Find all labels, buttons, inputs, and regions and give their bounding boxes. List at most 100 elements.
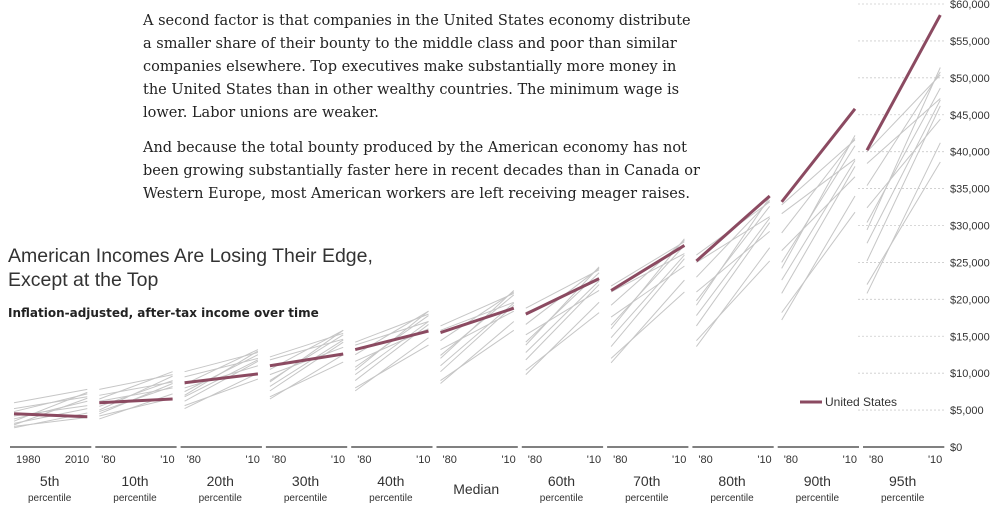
- x-tick-label: '80: [869, 454, 883, 466]
- x-tick-label: '80: [357, 454, 371, 466]
- other-country-line: [610, 291, 685, 359]
- other-country-line: [13, 397, 88, 426]
- other-country-line: [525, 280, 600, 353]
- x-tick-label: '80: [187, 454, 201, 466]
- other-country-line: [525, 284, 600, 361]
- other-country-line: [99, 397, 173, 417]
- other-country-line: [781, 176, 856, 251]
- panel-sublabel: percentile: [199, 493, 243, 504]
- other-country-line: [781, 160, 856, 281]
- us-line: [440, 306, 515, 334]
- article-text: A second factor is that companies in the…: [143, 10, 703, 218]
- other-country-line: [99, 387, 173, 402]
- us-line: [184, 372, 259, 385]
- other-country-line: [440, 310, 515, 350]
- chart-title-line-1: American Incomes Are Losing Their Edge,: [8, 245, 373, 267]
- legend: United States: [800, 395, 897, 409]
- other-country-line: [525, 312, 600, 371]
- panel-label: 90th: [804, 473, 831, 489]
- article-paragraph-1: A second factor is that companies in the…: [143, 13, 691, 121]
- other-country-line: [184, 350, 259, 396]
- other-country-line: [610, 265, 685, 318]
- other-country-line: [440, 329, 515, 381]
- x-tick-label: '80: [272, 454, 286, 466]
- other-country-line: [696, 205, 771, 302]
- other-country-line: [269, 338, 344, 361]
- panel-label: 70th: [633, 473, 660, 489]
- other-country-line: [354, 321, 429, 376]
- panel-70th: '80 '10 70th percentile: [607, 238, 689, 504]
- x-tick-label: '10: [160, 454, 174, 466]
- other-country-line: [269, 329, 344, 383]
- y-tick-label: $5,000: [950, 405, 984, 417]
- other-country-line: [13, 396, 88, 410]
- x-tick-label: '10: [331, 454, 345, 466]
- chart-subtitle: Inflation-adjusted, after-tax income ove…: [8, 306, 319, 320]
- other-country-line: [13, 416, 88, 427]
- other-country-line: [525, 266, 600, 346]
- x-tick-label: 1980: [16, 454, 40, 466]
- other-country-line: [610, 245, 685, 326]
- other-country-line: [354, 344, 429, 389]
- x-tick-label: '80: [698, 454, 712, 466]
- other-country-line: [781, 139, 856, 206]
- other-country-line: [269, 339, 344, 387]
- other-country-line: [610, 254, 685, 339]
- panel-label: 95th: [889, 473, 916, 489]
- other-country-line: [866, 161, 941, 285]
- other-country-line: [696, 231, 771, 293]
- y-tick-label: $45,000: [950, 110, 990, 122]
- panel-label: 5th: [40, 473, 59, 489]
- panel-sublabel: percentile: [369, 493, 413, 504]
- other-country-line: [781, 158, 856, 215]
- panel-label: Median: [453, 481, 499, 497]
- legend-label: United States: [825, 395, 897, 409]
- other-country-line: [269, 332, 344, 358]
- other-country-line: [866, 71, 941, 186]
- other-country-line: [610, 253, 685, 293]
- x-tick-label: 2010: [65, 454, 89, 466]
- other-country-line: [866, 118, 941, 209]
- x-tick-label: '80: [101, 454, 115, 466]
- other-country-line: [781, 211, 856, 313]
- other-country-line: [440, 301, 514, 331]
- panel-60th: '80 '10 60th percentile: [521, 266, 604, 504]
- other-country-line: [781, 145, 856, 263]
- other-country-line: [99, 375, 173, 411]
- other-country-line: [781, 166, 856, 294]
- other-country-line: [696, 260, 771, 342]
- panel-sublabel: percentile: [284, 493, 328, 504]
- y-tick-label: $25,000: [950, 257, 990, 269]
- other-country-line: [99, 381, 173, 396]
- panel-40th: '80 '10 40th percentile: [351, 310, 433, 504]
- other-country-line: [184, 352, 259, 373]
- panel-30th: '80 '10 30th percentile: [265, 329, 348, 504]
- panel-20th: '80 '10 20th percentile: [180, 349, 262, 504]
- x-tick-label: '80: [613, 454, 627, 466]
- other-country-line: [866, 74, 941, 153]
- us-line: [865, 14, 942, 151]
- panel-5th: 1980 2010 5th percentile: [10, 388, 92, 504]
- other-country-line: [13, 388, 88, 404]
- us-line: [13, 412, 88, 419]
- us-line: [610, 244, 686, 292]
- us-line: [695, 194, 771, 263]
- other-country-line: [184, 360, 259, 402]
- panel-10th: '80 '10 10th percentile: [95, 371, 177, 504]
- other-country-line: [99, 374, 173, 390]
- other-country-line: [696, 216, 770, 263]
- x-tick-label: '10: [672, 454, 686, 466]
- other-country-line: [866, 105, 941, 262]
- other-country-line: [610, 258, 685, 347]
- other-country-line: [866, 67, 941, 231]
- other-country-line: [695, 247, 771, 347]
- other-country-line: [781, 195, 856, 321]
- panel-label: 80th: [718, 473, 745, 489]
- y-tick-label: $55,000: [950, 36, 990, 48]
- other-country-line: [13, 391, 88, 422]
- us-line: [99, 397, 173, 405]
- other-country-line: [99, 383, 173, 415]
- x-tick-label: '10: [587, 454, 601, 466]
- panel-80th: '80 '10 80th percentile: [692, 194, 774, 504]
- us-line: [269, 352, 344, 368]
